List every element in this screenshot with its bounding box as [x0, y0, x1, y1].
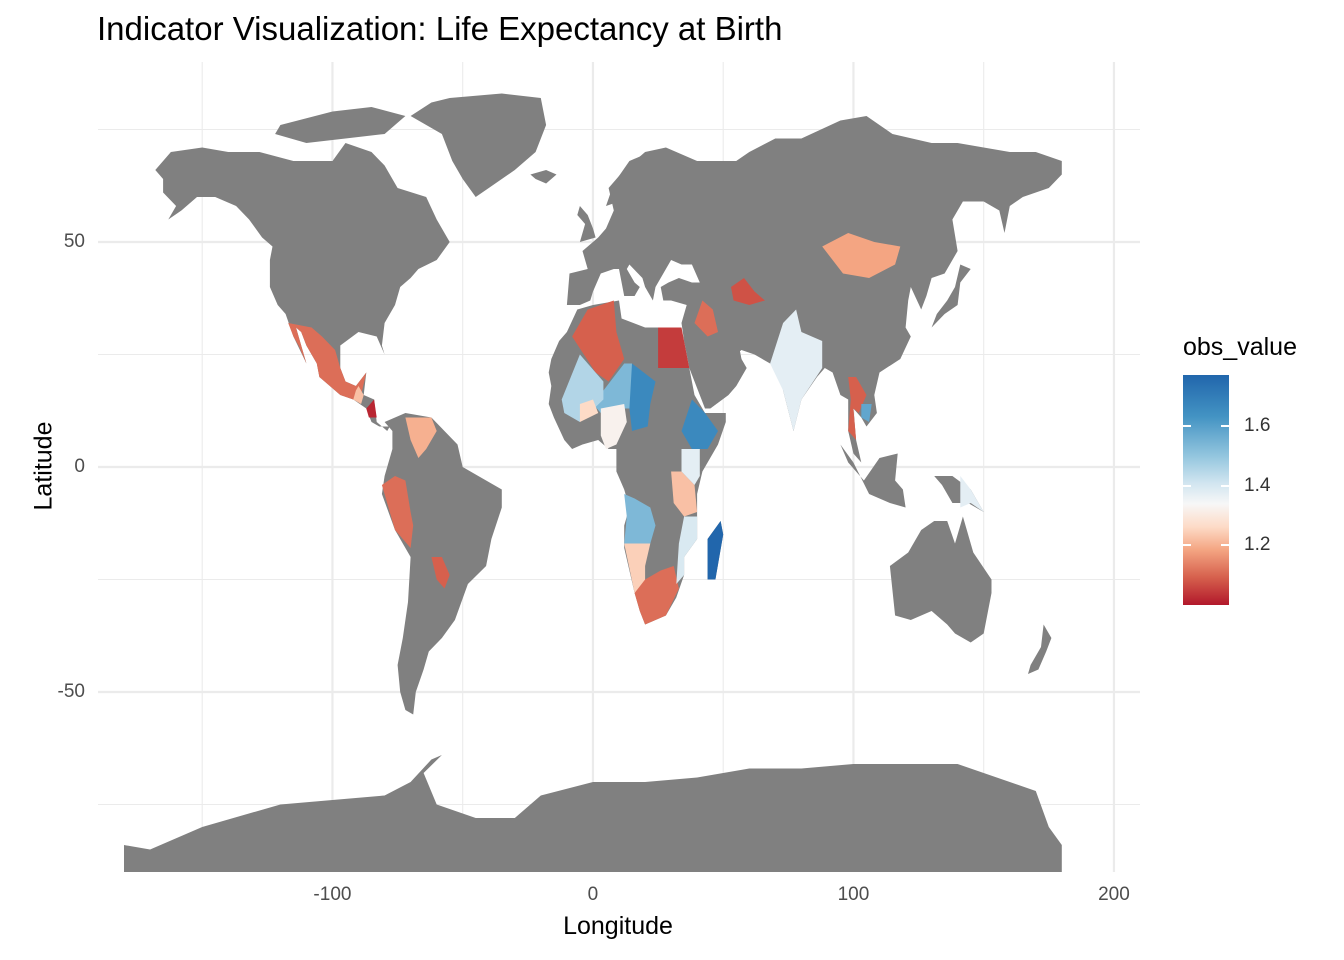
chart-title: Indicator Visualization: Life Expectancy…	[97, 10, 783, 47]
legend-title: obs_value	[1183, 333, 1297, 361]
legend-tick-mark	[1221, 544, 1229, 547]
x-tick-label: 100	[837, 884, 870, 905]
region-ethiopia	[681, 399, 718, 449]
land-japan	[931, 264, 971, 328]
region-turkmenistan	[731, 278, 765, 305]
region-cambodia	[861, 404, 872, 422]
region-egypt	[658, 327, 690, 368]
land-uk	[577, 206, 596, 242]
legend-tick-mark	[1183, 484, 1191, 487]
region-thailand	[848, 377, 867, 440]
legend-tick-mark	[1183, 544, 1191, 547]
region-peru	[381, 476, 414, 548]
region-india	[770, 309, 823, 431]
y-axis-title: Latitude	[29, 421, 58, 511]
legend-colorbar	[1183, 375, 1229, 605]
land-europe-asia	[566, 116, 1062, 463]
legend-tick-mark	[1221, 484, 1229, 487]
legend-tick-label: 1.6	[1244, 414, 1271, 436]
land-new-zealand	[1028, 624, 1052, 674]
land-north-america	[155, 143, 450, 431]
land-indonesia	[840, 444, 906, 508]
land-canadian-islands	[275, 107, 406, 143]
region-tanzania	[671, 471, 698, 517]
region-guatemala	[353, 386, 364, 404]
region-madagascar	[707, 521, 724, 580]
region-iraq	[694, 300, 718, 337]
legend-tick-label: 1.2	[1244, 534, 1271, 556]
y-tick-label: -50	[57, 681, 85, 702]
region-burkina-faso	[579, 399, 599, 422]
region-mozambique	[676, 516, 698, 584]
legend-tick-mark	[1221, 424, 1229, 427]
land-arabia	[684, 318, 747, 409]
region-south-africa	[634, 566, 679, 625]
region-nigeria	[600, 404, 627, 449]
region-niger	[593, 363, 632, 413]
land-iceland	[530, 170, 557, 184]
land-masses	[124, 93, 1062, 872]
region-mexico	[288, 323, 367, 400]
x-tick-label: 200	[1098, 884, 1130, 905]
legend-tick-label: 1.4	[1244, 474, 1271, 496]
colored-regions	[288, 233, 984, 625]
region-papua-new-guinea	[960, 476, 984, 512]
region-paraguay	[431, 557, 450, 589]
region-chad	[629, 363, 656, 431]
region-namibia	[624, 543, 651, 593]
region-venezuela	[405, 417, 437, 458]
x-tick-label: 0	[587, 884, 599, 905]
region-algeria	[572, 300, 625, 382]
land-antarctica	[124, 755, 1062, 872]
y-tick-label: 50	[63, 231, 85, 252]
land-greenland	[410, 93, 547, 197]
x-axis-title: Longitude	[563, 912, 673, 940]
region-angola	[624, 494, 656, 544]
land-scandinavia-north	[606, 152, 672, 215]
legend-tick-mark	[1183, 424, 1191, 427]
land-australia	[889, 516, 992, 643]
y-tick-label: 0	[74, 456, 85, 477]
region-mongolia	[822, 233, 901, 278]
x-tick-label: -100	[313, 884, 352, 905]
region-nicaragua	[366, 399, 377, 418]
region-kenya	[681, 449, 700, 485]
